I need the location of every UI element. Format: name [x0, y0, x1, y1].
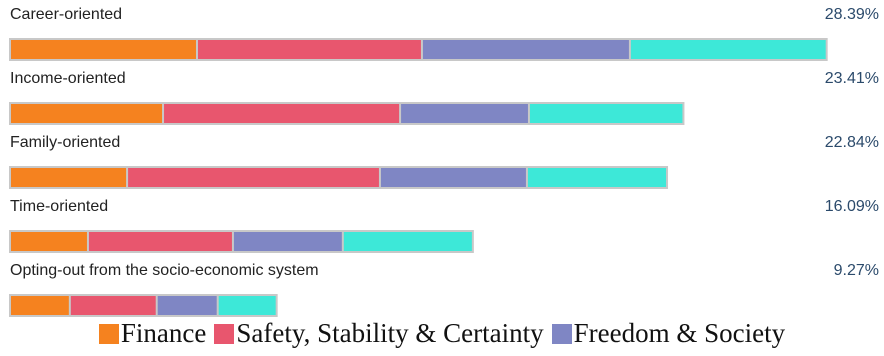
legend-item: Safety, Stability & Certainty — [214, 318, 544, 349]
bar-segment — [164, 104, 400, 123]
bar-segment — [529, 104, 683, 123]
category-label: Time-oriented — [10, 198, 108, 215]
bar-segment — [630, 40, 826, 59]
legend-swatch — [98, 323, 119, 344]
chart: Career-oriented 28.39% Income-oriented 23.4… — [9, 6, 879, 317]
bar-segment — [157, 296, 217, 315]
legend-label: Finance — [120, 318, 207, 348]
legend-item: Freedom & Society — [551, 318, 786, 349]
bar-segment — [11, 40, 196, 59]
total-label: 9.27% — [834, 262, 879, 279]
bar-segment — [88, 232, 232, 251]
legend-label: Freedom & Society — [573, 318, 786, 348]
category-label: Family-oriented — [10, 134, 120, 151]
legend-swatch — [551, 323, 572, 344]
bar-segment — [218, 296, 276, 315]
legend-label: Safety, Stability & Certainty — [236, 318, 544, 348]
bar-segment — [233, 232, 342, 251]
total-label: 16.09% — [825, 198, 879, 215]
legend-swatch — [214, 323, 235, 344]
legend: Finance Safety, Stability & Certainty Free… — [0, 318, 884, 349]
bar-segment — [527, 168, 667, 187]
total-label: 28.39% — [825, 6, 879, 23]
total-label: 23.41% — [825, 70, 879, 87]
bar-segment — [70, 296, 156, 315]
bar-segment — [422, 40, 629, 59]
bar-segment — [343, 232, 472, 251]
category-label: Opting-out from the socio-economic syste… — [10, 262, 319, 279]
bar-segment — [197, 40, 421, 59]
bar-segment — [11, 104, 163, 123]
category-label: Income-oriented — [10, 70, 126, 87]
bar-segment — [128, 168, 379, 187]
category-label: Career-oriented — [10, 6, 122, 23]
bar-segment — [380, 168, 526, 187]
bar-segment — [11, 232, 87, 251]
total-label: 22.84% — [825, 134, 879, 151]
bar-segment — [401, 104, 528, 123]
bar-segment — [11, 168, 127, 187]
legend-item: Finance — [98, 318, 207, 349]
bar-segment — [11, 296, 69, 315]
